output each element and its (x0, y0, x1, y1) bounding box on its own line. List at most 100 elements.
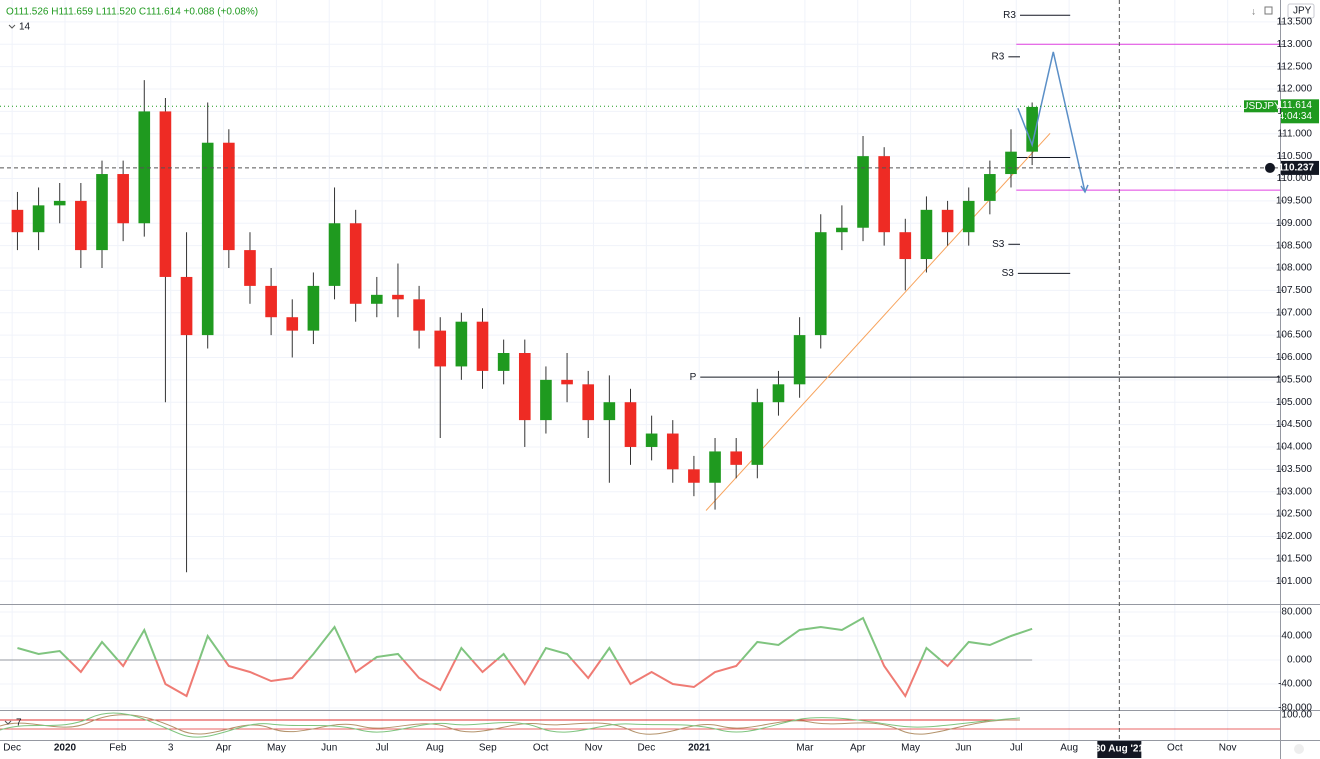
x-tick-label: Jun (321, 743, 337, 754)
candle-body (751, 402, 764, 465)
maximize-icon[interactable] (1264, 6, 1273, 15)
y-tick-label: 104.000 (1276, 442, 1313, 453)
candle-body (814, 232, 827, 336)
y-tick-label: 113.500 (1277, 17, 1313, 28)
x-tick-label: Apr (216, 743, 232, 754)
osc-tick-label: 40.000 (1281, 631, 1312, 642)
candle-body (434, 330, 447, 367)
level-label: S3 (1002, 268, 1015, 279)
x-tick-label: Aug (426, 743, 444, 754)
osc-tick-label: 0.000 (1287, 655, 1312, 666)
y-tick-label: 103.000 (1276, 486, 1313, 497)
collapse-icon[interactable] (8, 24, 16, 29)
candle-body (180, 276, 193, 336)
x-tick-label: May (267, 743, 286, 754)
candle-body (328, 223, 341, 286)
x-tick-label: Aug (1060, 743, 1078, 754)
candle-body (455, 321, 468, 367)
candle-body (878, 156, 890, 233)
candle-body (138, 111, 151, 224)
x-tick-label: Nov (585, 743, 603, 754)
y-tick-label: 108.500 (1276, 240, 1313, 251)
crosshair-x-tag (1097, 741, 1142, 758)
y-tick-label: 107.500 (1276, 285, 1313, 296)
x-tick-label: Feb (109, 743, 127, 754)
candle-body (476, 321, 489, 371)
candle-body (392, 294, 404, 300)
candle-body (540, 379, 552, 421)
candle-body (836, 227, 848, 233)
y-tick-label: 101.500 (1276, 553, 1313, 564)
candle-body (518, 353, 531, 421)
candle-body (201, 142, 214, 336)
candle-body (582, 384, 595, 421)
y-tick-label: 102.500 (1276, 509, 1313, 520)
y-tick-label: 111.000 (1277, 128, 1312, 139)
candle-body (645, 433, 658, 447)
stoch-line (0, 714, 1021, 735)
y-tick-label: 109.500 (1276, 196, 1313, 207)
arrow-icon[interactable]: ↓ (1251, 7, 1256, 18)
y-tick-label: 112.000 (1277, 84, 1313, 95)
symbol-tag (1244, 100, 1278, 113)
candle-body (688, 469, 700, 483)
x-tick-label: Oct (533, 743, 549, 754)
x-tick-label: Mar (796, 743, 814, 754)
collapse-icon[interactable] (4, 720, 12, 725)
symbol-label: USDJPY (1241, 101, 1281, 112)
y-tick-label: 112.500 (1277, 61, 1313, 72)
candle-body (730, 451, 742, 465)
countdown-label: 14:04:34 (1273, 111, 1312, 122)
crosshair-y-tag (1281, 160, 1319, 175)
ohlc-legend: O111.526 H111.659 L111.520 C111.614 +0.0… (6, 7, 258, 18)
x-tick-label: Jun (955, 743, 971, 754)
candle-body (117, 174, 129, 224)
x-tick-label: Sep (479, 743, 497, 754)
level-label: S3 (992, 239, 1005, 250)
currency-button[interactable] (1287, 3, 1315, 19)
candle-body (223, 142, 235, 251)
y-tick-label: 109.000 (1276, 218, 1313, 229)
last-price-label: 111.614 (1277, 100, 1312, 111)
osc-tick-label: -80.000 (1278, 703, 1312, 714)
y-tick-label: 104.500 (1276, 419, 1313, 430)
x-tick-label: Dec (3, 743, 21, 754)
candle-body (899, 232, 912, 260)
marks: R3 R3 S3 S3 P (0, 10, 1280, 699)
crosshair-y-label: 110.237 (1278, 163, 1314, 174)
y-tick-label: 102.000 (1276, 531, 1313, 542)
y-tick-label: 110.000 (1277, 173, 1313, 184)
y-tick-label: 113.000 (1277, 39, 1313, 50)
candle-body (561, 379, 573, 385)
y-tick-label: 110.500 (1277, 151, 1313, 162)
osc-tick-label: -40.000 (1278, 679, 1312, 690)
candle-body (11, 209, 24, 233)
crosshair-icon (1265, 162, 1275, 173)
candle-body (265, 285, 277, 318)
candle-body (666, 433, 679, 470)
y-tick-label: 106.500 (1276, 330, 1313, 341)
x-tick-label: Jul (376, 743, 389, 754)
x-tick-label: 3 (168, 743, 174, 754)
x-tick-label: Dec (637, 743, 655, 754)
candle-body (497, 353, 510, 371)
candle-body (1026, 106, 1038, 152)
auto-scale-button[interactable] (1294, 744, 1304, 754)
level-label: R3 (992, 51, 1005, 62)
candle-body (984, 174, 996, 201)
x-tick-label: Oct (1167, 743, 1183, 754)
candle-body (603, 402, 616, 421)
candle-body (962, 200, 975, 233)
candle-body (772, 384, 785, 403)
y-tick-label: 103.500 (1276, 464, 1313, 475)
osc-tick-label: 80.000 (1281, 607, 1312, 618)
candle-body (857, 156, 869, 228)
candle-body (159, 111, 172, 277)
candle-body (286, 317, 299, 331)
candle-body (53, 200, 66, 206)
candle-body (709, 451, 721, 483)
candle-body (370, 294, 383, 304)
candle-body (349, 223, 362, 304)
stoch-line (0, 712, 1021, 738)
